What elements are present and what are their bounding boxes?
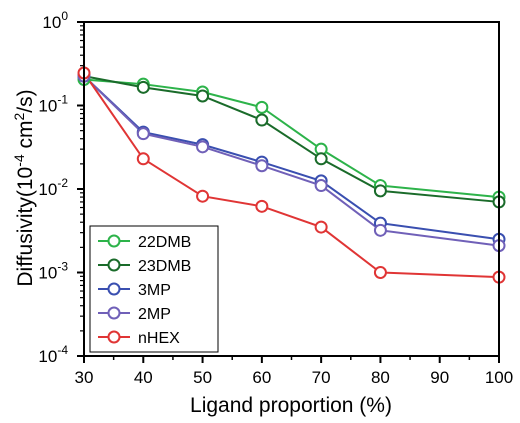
x-axis-title: Ligand proportion (%) [190, 394, 392, 417]
y-tick-label: 100 [42, 9, 68, 32]
data-point-23dmb [196, 89, 210, 103]
data-point-nhex [255, 199, 269, 213]
data-point-2mp [314, 179, 328, 193]
y-tick-exponent: -1 [57, 93, 68, 107]
y-tick-label: 10-1 [38, 93, 68, 116]
x-tick-label: 80 [371, 368, 390, 387]
legend-label: 23DMB [138, 258, 191, 275]
plot-frame [83, 21, 500, 357]
y-tick-exponent: 0 [61, 9, 68, 23]
data-point-2mp [255, 159, 269, 173]
data-point-nhex [196, 189, 210, 203]
y-tick-base: 10 [42, 13, 61, 32]
legend-label: 2MP [138, 306, 171, 323]
y-title-exponent: -4 [11, 154, 27, 167]
data-point-22dmb [255, 100, 269, 114]
data-point-nhex [136, 152, 150, 166]
x-tick-label: 90 [430, 368, 449, 387]
data-point-23dmb [373, 184, 387, 198]
y-tick-label: 10-2 [38, 176, 68, 199]
legend-marker-nhex [107, 330, 121, 344]
y-tick-exponent: -2 [57, 176, 68, 190]
data-point-2mp [373, 223, 387, 237]
y-tick-base: 10 [38, 180, 57, 199]
legend-marker-23dmb [107, 258, 121, 272]
y-title-mid: cm [14, 121, 37, 155]
y-axis-title: Diffusivity(10-4 cm2/s) [11, 89, 37, 286]
legend-label: 22DMB [138, 234, 191, 251]
x-tick-label: 70 [312, 368, 331, 387]
data-point-nhex [314, 220, 328, 234]
x-tick-label: 50 [193, 368, 212, 387]
x-tick-label: 60 [252, 368, 271, 387]
data-point-23dmb [255, 113, 269, 127]
y-tick-base: 10 [38, 264, 57, 283]
x-tick-label: 30 [75, 368, 94, 387]
legend-box [89, 225, 219, 353]
legend-label: nHEX [138, 330, 180, 347]
y-tick-base: 10 [38, 347, 57, 366]
data-point-23dmb [136, 80, 150, 94]
legend-marker-3mp [107, 282, 121, 296]
data-point-23dmb [314, 152, 328, 166]
data-point-nhex [373, 266, 387, 279]
x-tick-label: 100 [485, 368, 513, 387]
x-tick-label: 40 [134, 368, 153, 387]
legend-label: 3MP [138, 282, 171, 299]
y-tick-label: 10-3 [38, 260, 68, 283]
y-title-sup2: 2 [11, 113, 27, 121]
legend-marker-22dmb [107, 234, 121, 248]
y-tick-exponent: -3 [57, 260, 68, 274]
data-point-2mp [136, 127, 150, 141]
y-title-suffix: /s) [14, 89, 37, 112]
data-point-2mp [196, 140, 210, 154]
y-tick-exponent: -4 [57, 343, 68, 357]
legend: 22DMB 23DMB 3MP 2MP nHEX [89, 225, 219, 353]
y-title-prefix: Diffusivity(10 [14, 167, 37, 287]
legend-marker-2mp [107, 306, 121, 320]
y-tick-base: 10 [38, 97, 57, 116]
y-tick-label: 10-4 [38, 343, 68, 366]
